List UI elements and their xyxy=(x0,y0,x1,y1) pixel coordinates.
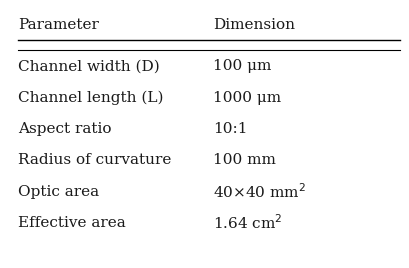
Text: Dimension: Dimension xyxy=(213,18,294,32)
Text: 100 mm: 100 mm xyxy=(213,153,275,167)
Text: Parameter: Parameter xyxy=(18,18,98,32)
Text: 1000 μm: 1000 μm xyxy=(213,91,281,105)
Text: Optic area: Optic area xyxy=(18,185,99,199)
Text: 40×40 mm$^2$: 40×40 mm$^2$ xyxy=(213,182,306,201)
Text: 10:1: 10:1 xyxy=(213,122,247,136)
Text: 1.64 cm$^2$: 1.64 cm$^2$ xyxy=(213,214,282,232)
Text: Channel width (D): Channel width (D) xyxy=(18,59,159,73)
Text: Effective area: Effective area xyxy=(18,216,125,230)
Text: 100 μm: 100 μm xyxy=(213,59,271,73)
Text: Radius of curvature: Radius of curvature xyxy=(18,153,171,167)
Text: Aspect ratio: Aspect ratio xyxy=(18,122,111,136)
Text: Channel length (L): Channel length (L) xyxy=(18,91,163,105)
